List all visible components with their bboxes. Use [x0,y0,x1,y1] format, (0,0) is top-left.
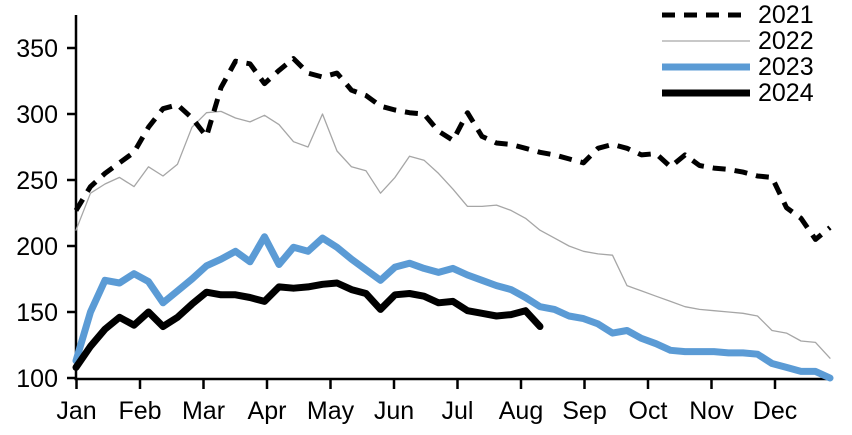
series-line-2023 [72,233,834,382]
y-tick-label-200: 200 [16,233,58,261]
x-tick-label-jan: Jan [56,397,96,425]
x-tick-label-dec: Dec [753,397,797,425]
legend-line-2021-dashed [662,12,750,18]
legend-item-2021: 2021 [660,2,850,28]
chart-legend: 2021 2022 2023 2024 [660,2,850,106]
y-tick-label-250: 250 [16,167,58,195]
y-tick-label-300: 300 [16,101,58,129]
legend-label-2024: 2024 [758,79,814,107]
legend-item-2023: 2023 [660,54,850,80]
y-tick-label-350: 350 [16,35,58,63]
x-tick-label-aug: Aug [499,397,543,425]
legend-item-2024: 2024 [660,80,850,106]
x-tick-label-sep: Sep [562,397,606,425]
x-tick-label-apr: Apr [248,397,287,425]
x-tick-label-feb: Feb [118,397,161,425]
legend-label-2021: 2021 [758,1,814,29]
x-tick-label-mar: Mar [182,397,225,425]
series-line-2022 [75,110,831,359]
legend-line-2022-thin-gray [662,40,750,42]
legend-line-2023-blue [662,63,750,71]
x-tick-label-may: May [307,397,355,425]
x-tick-label-oct: Oct [629,397,668,425]
y-tick-label-100: 100 [16,365,58,393]
series-line-2021 [73,56,832,242]
x-tick-label-nov: Nov [689,397,734,425]
series-line-2024 [72,279,544,371]
legend-line-2024-black [662,89,750,97]
legend-item-2022: 2022 [660,28,850,54]
legend-label-2022: 2022 [758,27,814,55]
x-tick-label-jun: Jun [374,397,414,425]
x-tick-label-jul: Jul [442,397,474,425]
y-tick-label-150: 150 [16,299,58,327]
legend-label-2023: 2023 [758,53,814,81]
